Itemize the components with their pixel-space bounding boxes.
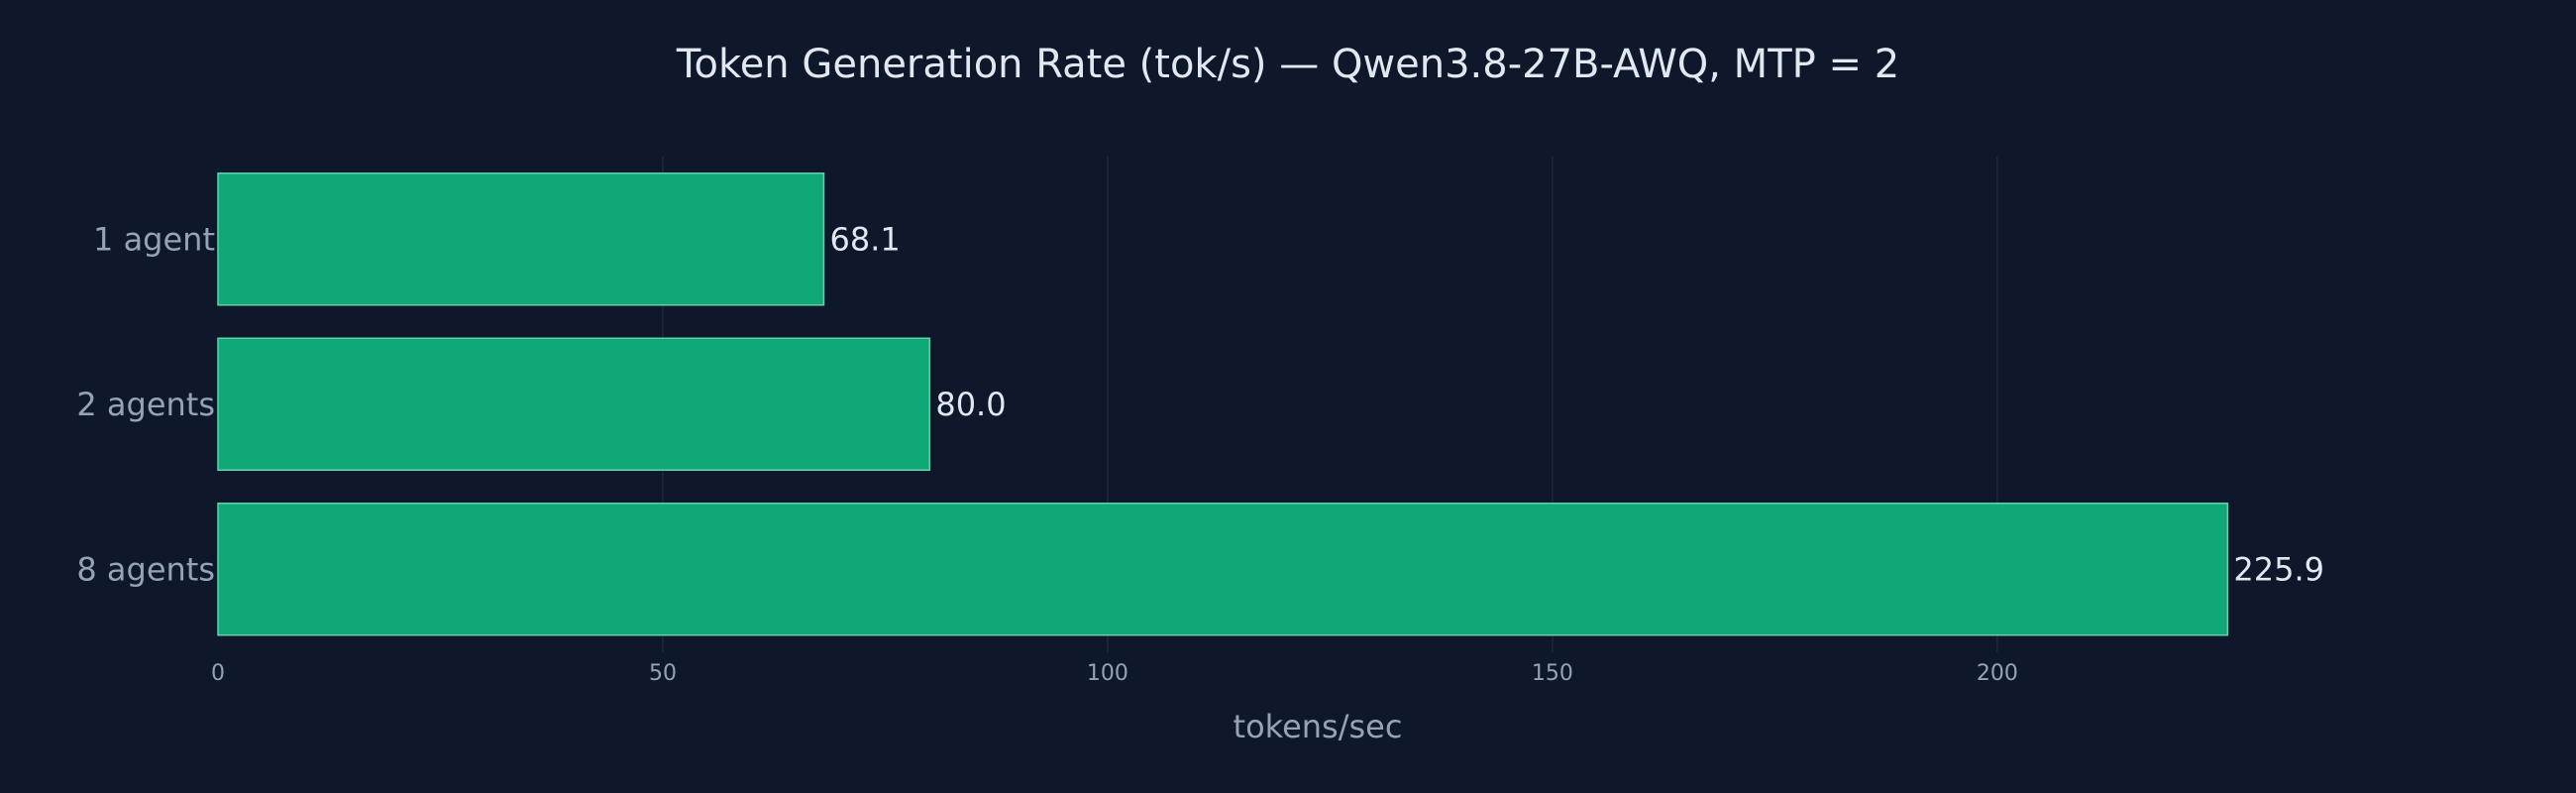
x-tick-label-4: 200 [1977, 661, 2018, 686]
category-label-2: 8 agents [76, 550, 215, 588]
x-axis-title: tokens/sec [1234, 708, 1403, 745]
bars [217, 172, 2229, 636]
x-tick-label-0: 0 [211, 661, 225, 686]
category-label-1: 2 agents [76, 386, 215, 423]
bar-1 [217, 337, 931, 471]
value-label-0: 68.1 [829, 220, 900, 258]
x-tick-labels: 0 50 100 150 200 [211, 661, 2018, 686]
x-tick-label-3: 150 [1532, 661, 1573, 686]
bar-0 [217, 172, 825, 306]
x-tick-label-2: 100 [1087, 661, 1128, 686]
bar-2 [217, 503, 2229, 636]
value-label-2: 225.9 [2233, 550, 2324, 588]
category-labels: 1 agent 2 agents 8 agents [76, 220, 215, 588]
chart-title: Token Generation Rate (tok/s) — Qwen3.8-… [676, 42, 1899, 87]
value-labels: 68.1 80.0 225.9 [829, 220, 2324, 588]
value-label-1: 80.0 [935, 386, 1006, 423]
x-tick-label-1: 50 [649, 661, 677, 686]
category-label-0: 1 agent [93, 220, 215, 258]
